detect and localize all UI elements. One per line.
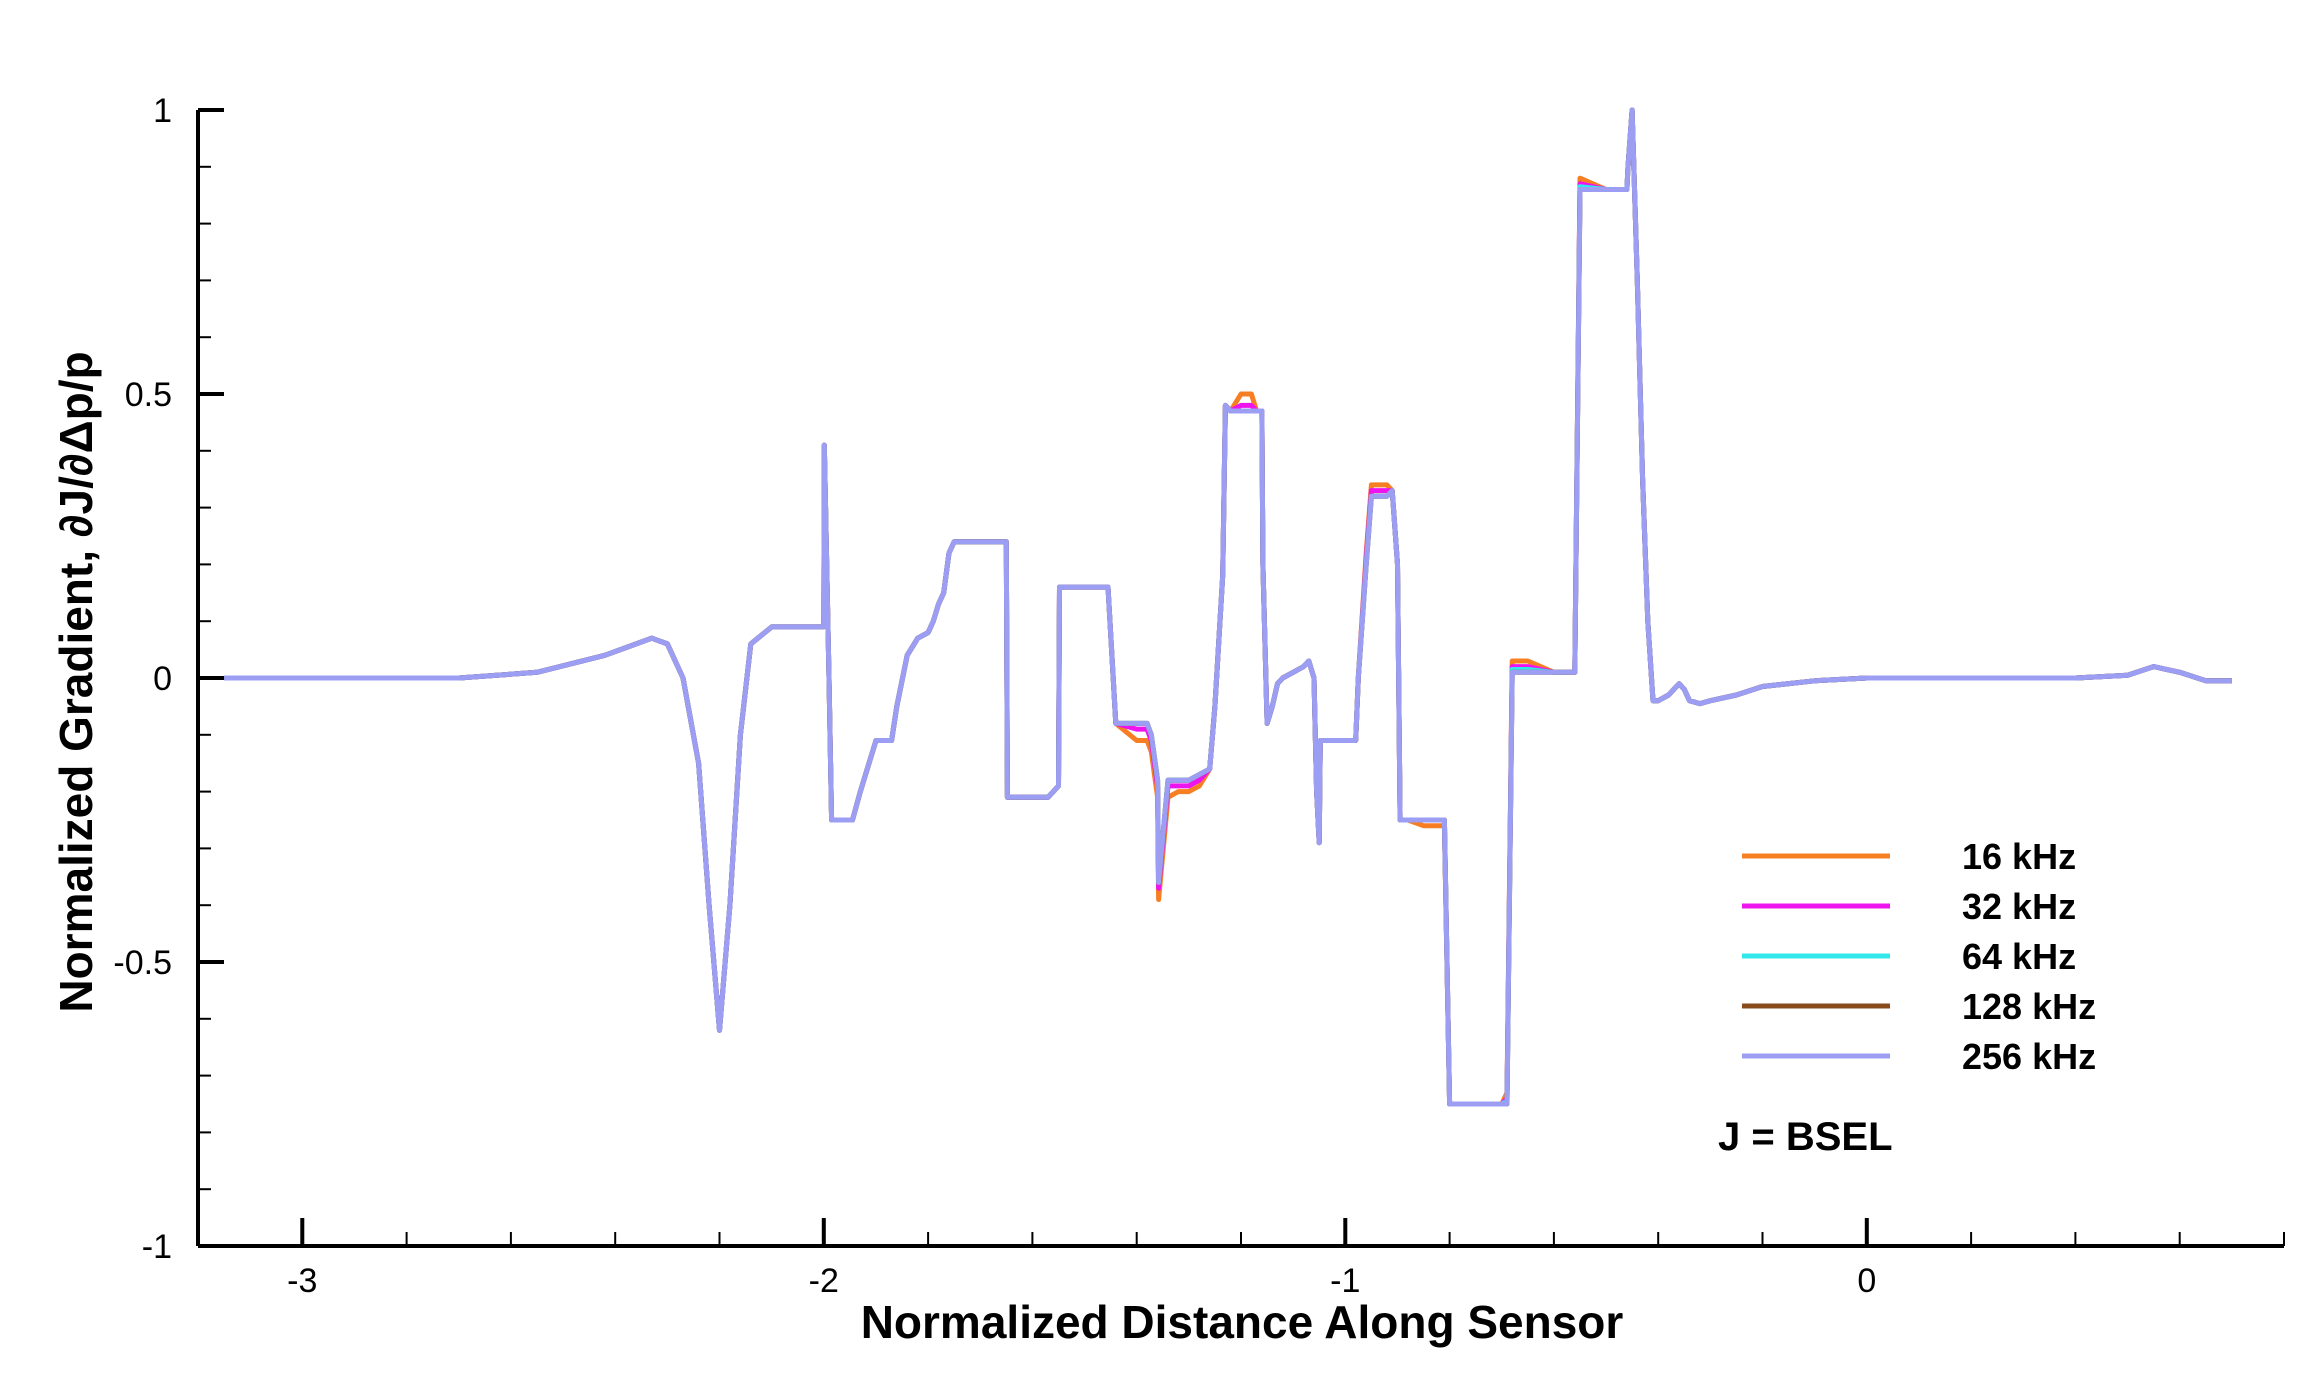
legend-label: 16 kHz	[1962, 836, 2076, 877]
tick-marks	[197, 108, 2285, 1248]
y-tick-label: -0.5	[113, 944, 172, 982]
y-tick-label: -1	[142, 1228, 172, 1266]
tick-labels: -3 -2 -1 0 -1 -0.5 0 0.5 1	[113, 92, 1876, 1300]
objective-annotation: J = BSEL	[1718, 1115, 1893, 1159]
legend-label: 32 kHz	[1962, 886, 2076, 927]
plot-area	[224, 107, 2232, 1107]
x-tick-label: -2	[809, 1262, 839, 1300]
x-tick-label: -3	[287, 1262, 317, 1300]
series-line-64-khz	[224, 107, 2232, 1107]
y-tick-label: 1	[153, 92, 172, 130]
legend-label: 64 kHz	[1962, 936, 2076, 977]
series-line-128-khz	[224, 107, 2232, 1107]
x-axis-title: Normalized Distance Along Sensor	[861, 1296, 1624, 1348]
series-line-32-khz	[224, 107, 2232, 1107]
y-tick-label: 0.5	[125, 376, 172, 414]
series-line-16-khz	[224, 107, 2232, 1107]
legend-label: 256 kHz	[1962, 1036, 2096, 1077]
x-tick-label: -1	[1330, 1262, 1360, 1300]
y-axis-title: Normalized Gradient, ∂J/∂Δp/p	[50, 351, 102, 1012]
y-tick-label: 0	[153, 660, 172, 698]
x-tick-label: 0	[1857, 1262, 1876, 1300]
legend-label: 128 kHz	[1962, 986, 2096, 1027]
legend: 16 kHz 32 kHz 64 kHz 128 kHz 256 kHz	[1742, 836, 2096, 1077]
series-line-256-khz	[224, 107, 2232, 1107]
